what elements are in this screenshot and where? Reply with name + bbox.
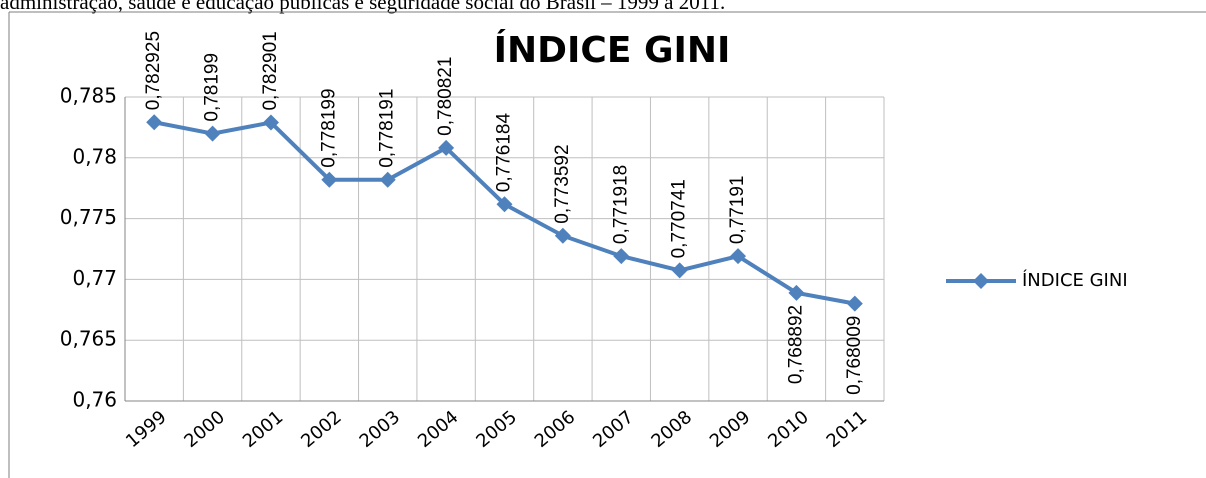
- chart-title: ÍNDICE GINI: [494, 29, 731, 71]
- marker: [613, 248, 630, 265]
- data-label: 0,770741: [669, 179, 690, 258]
- marker: [671, 262, 688, 279]
- data-label: 0,778199: [318, 88, 339, 167]
- data-label: 0,780821: [435, 57, 456, 136]
- x-tick-label: 2001: [239, 407, 288, 453]
- data-label: 0,771918: [610, 165, 631, 244]
- marker: [438, 139, 455, 156]
- data-label: 0,776184: [494, 113, 515, 193]
- data-label: 0,77191: [727, 175, 748, 244]
- y-tick-label: 0,775: [60, 205, 117, 229]
- x-tick-label: 2003: [356, 407, 405, 453]
- x-tick-label: 2011: [823, 407, 872, 453]
- marker: [496, 196, 513, 213]
- data-label: 0,782901: [260, 31, 281, 110]
- y-tick-label: 0,785: [60, 84, 117, 108]
- x-tick-label: 2008: [647, 407, 696, 453]
- marker: [321, 171, 338, 188]
- x-tick-label: 2010: [764, 407, 813, 453]
- y-tick-label: 0,765: [60, 327, 117, 351]
- x-tick-label: 2000: [180, 407, 229, 453]
- legend-marker: [973, 273, 989, 289]
- data-label: 0,768009: [844, 316, 865, 395]
- x-tick-label: 2006: [531, 407, 580, 453]
- marker: [846, 295, 863, 312]
- data-label: 0,78199: [202, 53, 223, 122]
- y-tick-label: 0,76: [72, 388, 117, 412]
- x-tick-label: 2002: [297, 407, 346, 453]
- data-label: 0,768892: [785, 305, 806, 384]
- y-tick-label: 0,77: [72, 266, 117, 290]
- legend-label: ÍNDICE GINI: [1022, 269, 1128, 291]
- marker: [730, 248, 747, 265]
- data-label: 0,773592: [552, 144, 573, 223]
- x-tick-label: 2007: [589, 407, 638, 453]
- x-tick-label: 1999: [122, 407, 171, 453]
- data-label: 0,778191: [377, 89, 398, 168]
- marker: [554, 227, 571, 244]
- marker: [146, 114, 163, 131]
- x-tick-label: 2005: [472, 407, 521, 453]
- caption: administração, saúde e educação públicas…: [0, 0, 725, 14]
- marker: [262, 114, 279, 131]
- y-tick-label: 0,78: [72, 144, 117, 168]
- data-label: 0,782925: [143, 31, 164, 110]
- marker: [788, 284, 805, 301]
- marker: [379, 171, 396, 188]
- x-tick-label: 2004: [414, 407, 463, 453]
- marker: [204, 125, 221, 142]
- x-tick-label: 2009: [706, 407, 755, 453]
